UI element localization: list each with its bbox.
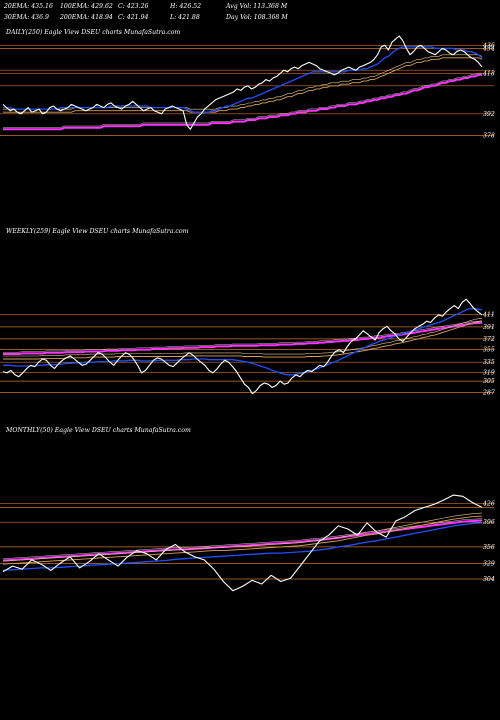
daily-y-tick-418: 418 <box>482 70 495 77</box>
daily-series-price <box>2 35 483 130</box>
header-stat-2-volume: Day Vol: 108.368 M <box>225 14 288 21</box>
weekly-y-tick-355: 355 <box>483 347 495 354</box>
monthly-y-tick-304: 304 <box>483 576 495 583</box>
monthly-y-tick-426: 426 <box>482 501 495 508</box>
weekly-series-ema_slow-strand <box>3 320 483 353</box>
weekly-series-ema_fast <box>3 307 483 376</box>
daily-y-tick-436: 436 <box>482 42 495 49</box>
weekly-y-tick-411: 411 <box>482 311 495 318</box>
monthly-y-tick-396: 396 <box>483 519 495 526</box>
header-stat-2-close: C: 421.94 <box>118 14 148 21</box>
weekly-panel: WEEKLY(259) Eagle View DSEU charts Munaf… <box>0 228 495 396</box>
monthly-y-tick-329: 329 <box>483 561 495 568</box>
header-stat-2-ema-b: 200EMA: 418.94 <box>59 14 113 21</box>
header-stat-2-ema-a: 30EMA: 436.9 <box>4 14 49 21</box>
weekly-y-tick-305: 305 <box>483 378 495 385</box>
weekly-series-ema_mid <box>3 320 483 360</box>
weekly-y-tick-335: 335 <box>483 359 495 366</box>
header-stat-2-hilo: L: 421.88 <box>169 14 200 21</box>
weekly-y-tick-391: 391 <box>483 324 495 331</box>
header-stat-1-close: C: 423.26 <box>118 3 148 10</box>
daily-y-tick-434: 434 <box>482 45 495 52</box>
daily-y-tick-392: 392 <box>483 111 495 118</box>
daily-panel-title: DAILY(250) Eagle View DSEU charts Munafa… <box>5 29 180 36</box>
daily-series-ema_slow-strand <box>3 72 482 128</box>
monthly-series-price <box>2 494 483 592</box>
monthly-series-ema_mid <box>2 515 483 565</box>
header-stat-1-volume: Avg Vol: 113.368 M <box>225 3 288 10</box>
monthly-series-ema_slow-strand <box>2 518 483 559</box>
monthly-y-tick-356: 356 <box>483 544 495 551</box>
daily-series-ema_slow <box>3 73 482 131</box>
daily-series-ema_mid <box>3 57 483 113</box>
header-stat-1-ema-b: 100EMA: 429.62 <box>60 3 113 10</box>
header-stat-1-ema-a: 20EMA: 435.16 <box>3 3 53 10</box>
weekly-y-tick-287: 287 <box>482 389 495 396</box>
monthly-series-ema_mid-strand <box>2 512 483 562</box>
daily-panel: DAILY(250) Eagle View DSEU charts Munafa… <box>0 29 495 140</box>
header-stat-1-hilo: H: 426.52 <box>169 3 201 10</box>
weekly-y-tick-319: 319 <box>483 369 495 376</box>
weekly-series-price <box>2 298 483 395</box>
daily-series-ema_fast <box>3 46 483 113</box>
weekly-y-tick-372: 372 <box>483 336 495 343</box>
monthly-panel: MONTHLY(50) Eagle View DSEU charts Munaf… <box>0 427 495 592</box>
weekly-panel-title: WEEKLY(259) Eagle View DSEU charts Munaf… <box>6 228 189 235</box>
monthly-panel-title: MONTHLY(50) Eagle View DSEU charts Munaf… <box>5 427 191 434</box>
header-stats: 20EMA: 435.16 100EMA: 429.62 C: 423.26 H: 4… <box>3 3 288 21</box>
weekly-series-ema_mid-strand <box>3 317 483 357</box>
daily-y-tick-378: 378 <box>483 133 495 140</box>
